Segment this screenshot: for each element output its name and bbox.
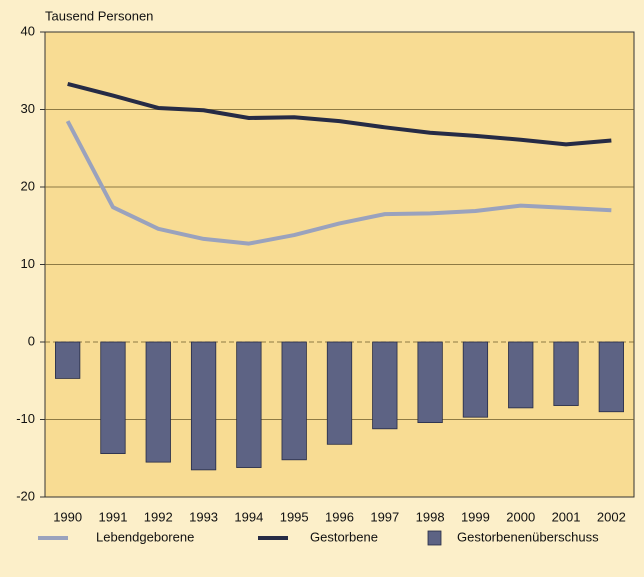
y-tick-label: 20 — [21, 178, 35, 193]
x-tick-label: 1998 — [416, 509, 445, 524]
x-tick-label: 1990 — [53, 509, 82, 524]
bar — [553, 341, 579, 406]
line — [65, 120, 612, 246]
x-tick-label: 1999 — [461, 509, 490, 524]
bar — [326, 341, 353, 445]
legend-label: Lebendgeborene — [96, 529, 194, 544]
bar — [372, 341, 398, 430]
y-tick-label: -20 — [16, 488, 35, 503]
y-tick-label: -10 — [16, 411, 35, 426]
y-tick-label: 30 — [21, 101, 35, 116]
x-tick-label: 2000 — [506, 509, 535, 524]
x-tick-label: 1997 — [370, 509, 399, 524]
bar — [462, 341, 489, 418]
bar — [598, 341, 624, 413]
bar — [145, 341, 171, 463]
bar — [417, 341, 443, 423]
y-tick-label: 0 — [28, 333, 35, 348]
x-tick-label: 1994 — [234, 509, 263, 524]
x-tick-label: 1995 — [280, 509, 309, 524]
bar — [236, 341, 262, 468]
x-tick-label: 1992 — [144, 509, 173, 524]
bar — [100, 341, 126, 454]
x-tick-label: 1993 — [189, 509, 218, 524]
legend-swatch — [427, 530, 442, 546]
legend-label: Gestorbenenüberschuss — [457, 529, 599, 544]
bar — [190, 341, 217, 471]
line — [67, 81, 612, 147]
x-tick-label: 1991 — [99, 509, 128, 524]
x-tick-label: 1996 — [325, 509, 354, 524]
x-tick-label: 2002 — [597, 509, 626, 524]
legend-label: Gestorbene — [310, 529, 378, 544]
y-axis-label: Tausend Personen — [45, 8, 153, 23]
bar — [281, 341, 307, 461]
x-tick-label: 2001 — [552, 509, 581, 524]
bar — [508, 341, 534, 409]
bar — [55, 341, 81, 379]
y-tick-label: 10 — [21, 256, 35, 271]
y-tick-label: 40 — [21, 23, 35, 38]
